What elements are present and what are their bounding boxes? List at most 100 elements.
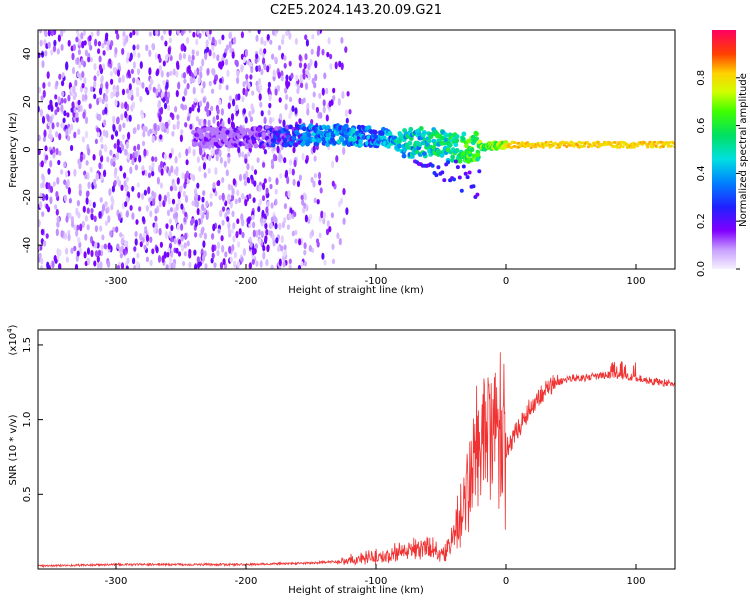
spectrogram-noise-cell [133, 246, 137, 252]
spectrogram-noise-cell [303, 193, 307, 201]
spectrogram-noise-cell [203, 207, 207, 214]
spectrogram-noise-cell [120, 113, 124, 121]
spectrogram-noise-cell [264, 235, 268, 242]
spectrogram-noise-cell [84, 215, 88, 222]
spectrogram-noise-cell [113, 179, 117, 186]
spectrogram-noise-cell [108, 188, 112, 196]
spectrogram-noise-cell [104, 106, 108, 115]
spectrogram-noise-cell [174, 155, 178, 164]
spectrogram-noise-cell [68, 212, 72, 219]
spectrogram-noise-cell [100, 77, 104, 84]
spectrogram-noise-cell [40, 95, 44, 101]
spectrogram-noise-cell [141, 165, 145, 172]
spectrogram-noise-cell [218, 61, 222, 69]
spectrogram-ridge-cell [613, 141, 617, 144]
snr-series-line [38, 352, 675, 568]
spectrogram-noise-cell [291, 168, 295, 176]
spectrogram-noise-cell [129, 153, 133, 160]
spectrogram-x-tick-label: -200 [235, 276, 258, 287]
spectrogram-noise-cell [263, 48, 267, 55]
spectrogram-noise-cell [163, 194, 167, 203]
colorbar-gradient [712, 30, 736, 269]
spectrogram-noise-cell [145, 234, 150, 242]
spectrogram-noise-cell [316, 241, 320, 248]
spectrogram-tail-cell [461, 164, 466, 169]
spectrogram-noise-cell [149, 236, 153, 243]
spectrogram-noise-cell [297, 84, 301, 90]
spectrogram-noise-cell [41, 115, 46, 124]
spectrogram-noise-cell [196, 208, 200, 216]
spectrogram-noise-cell [56, 48, 60, 55]
spectrogram-noise-cell [301, 199, 305, 206]
spectrogram-noise-cell [113, 88, 117, 95]
spectrogram-noise-cell [132, 77, 136, 84]
spectrogram-noise-cell [300, 98, 304, 105]
spectrogram-noise-cell [82, 205, 86, 213]
snr-y-multiplier: (x104) [6, 324, 19, 355]
spectrogram-noise-cell [157, 255, 162, 263]
spectrogram-noise-cell [252, 221, 256, 229]
spectrogram-noise-cell [98, 149, 102, 158]
spectrogram-noise-cell [303, 261, 307, 267]
spectrogram-noise-cell [202, 240, 206, 248]
spectrogram-noise-cell [125, 176, 129, 182]
spectrogram-ridge-cell [332, 140, 337, 146]
spectrogram-noise-cell [274, 88, 278, 96]
spectrogram-noise-cell [211, 44, 215, 51]
spectrogram-noise-cell [277, 71, 281, 79]
spectrogram-noise-cell [106, 156, 110, 163]
spectrogram-noise-cell [144, 126, 148, 133]
spectrogram-noise-cell [295, 74, 299, 82]
spectrogram-noise-cell [178, 152, 182, 159]
spectrogram-noise-cell [318, 92, 322, 99]
spectrogram-noise-cell [54, 94, 58, 100]
spectrogram-noise-cell [298, 62, 303, 69]
spectrogram-noise-cell [116, 90, 120, 97]
spectrogram-noise-cell [184, 122, 188, 128]
spectrogram-noise-cell [39, 39, 43, 47]
spectrogram-noise-cell [221, 60, 225, 67]
spectrogram-noise-cell [57, 159, 61, 166]
spectrogram-ridge-cell [590, 144, 594, 148]
spectrogram-noise-cell [245, 79, 249, 85]
spectrogram-noise-cell [274, 198, 278, 206]
spectrogram-noise-cell [198, 261, 202, 267]
spectrogram-noise-cell [114, 130, 119, 137]
spectrogram-noise-cell [182, 71, 187, 79]
spectrogram-noise-cell [125, 210, 129, 218]
spectrogram-ridge-cell [264, 124, 270, 130]
spectrogram-noise-cell [99, 87, 103, 96]
spectrogram-noise-cell [335, 155, 339, 163]
spectrogram-tail-cell [463, 171, 468, 176]
spectrogram-noise-cell [258, 238, 262, 245]
spectrogram-noise-cell [201, 30, 205, 34]
spectrogram-noise-cell [189, 123, 193, 130]
spectrogram-noise-cell [184, 104, 188, 111]
spectrogram-noise-cell [192, 31, 196, 38]
spectrogram-noise-cell [85, 160, 89, 166]
spectrogram-noise-cell [92, 201, 96, 209]
spectrogram-noise-cell [184, 232, 188, 240]
spectrogram-noise-cell [221, 219, 225, 226]
spectrogram-noise-cell [81, 136, 85, 143]
spectrogram-ridge-cell [672, 142, 675, 145]
spectrogram-ridge-cell [366, 125, 372, 130]
spectrogram-noise-cell [288, 96, 293, 103]
spectrogram-noise-cell [90, 86, 94, 93]
spectrogram-tail-cell [436, 165, 441, 170]
spectrogram-noise-cell [46, 71, 50, 79]
spectrogram-noise-cell [84, 94, 88, 101]
spectrogram-noise-cell [124, 110, 128, 119]
spectrogram-noise-cell [180, 129, 184, 135]
spectrogram-noise-cell [345, 117, 349, 124]
spectrogram-noise-cell [60, 230, 64, 238]
spectrogram-noise-cell [227, 117, 231, 125]
spectrogram-noise-cell [58, 249, 62, 257]
spectrogram-x-label: Height of straight line (km) [288, 285, 424, 296]
colorbar-ticks: 0.0 0.2 0.4 0.6 0.8 [696, 70, 740, 277]
spectrogram-noise-cell [127, 69, 131, 77]
spectrogram-noise-cell [76, 72, 80, 78]
spectrogram-ridge-cell [466, 138, 472, 144]
spectrogram-noise-cell [116, 69, 121, 77]
spectrogram-noise-cell [331, 243, 335, 250]
